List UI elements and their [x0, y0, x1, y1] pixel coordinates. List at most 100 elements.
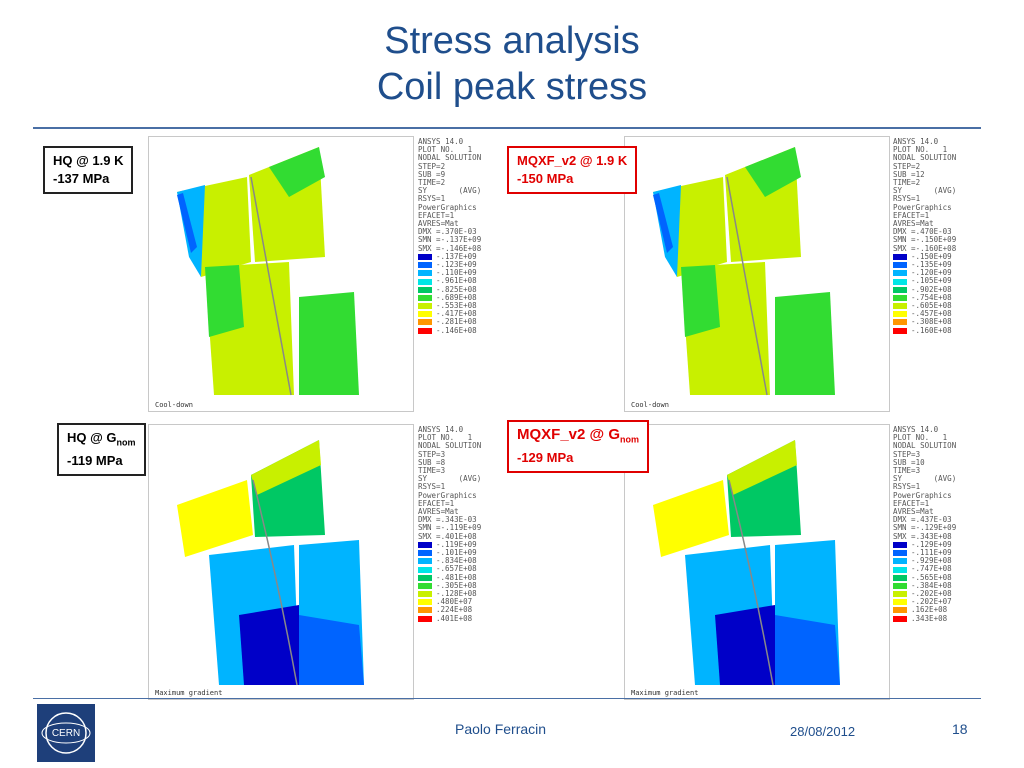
legend-header-line: RSYS=1 — [893, 194, 921, 204]
legend-header-line: SY (AVG) — [418, 474, 482, 484]
coil-block — [177, 480, 253, 557]
legend-header: ANSYS 14.0 PLOT NO. 1 NODAL SOLUTION STEP=3… — [893, 425, 957, 541]
legend-swatch — [893, 550, 907, 557]
legend-row: -.747E+08 — [893, 565, 956, 573]
legend-swatch — [418, 327, 432, 334]
legend-header-line: PLOT NO. 1 — [418, 433, 473, 443]
page-number: 18 — [952, 721, 968, 737]
legend-value: -.160E+08 — [911, 325, 952, 335]
legend-header-line: STEP=3 — [893, 449, 921, 459]
plot-panel-hq-gradient: Maximum gradient — [148, 424, 414, 700]
legend-header-line: EFACET=1 — [418, 210, 455, 220]
legend-swatch — [893, 319, 907, 326]
legend-header-line: SUB =8 — [418, 457, 446, 467]
legend-header-line: PowerGraphics — [893, 490, 952, 500]
legend-row: -.105E+09 — [893, 277, 956, 285]
footer-divider — [33, 698, 981, 699]
legend-value: -.754E+08 — [911, 292, 952, 302]
legend-value: -.747E+08 — [911, 564, 952, 574]
legend-row: -.689E+08 — [418, 292, 481, 302]
plot-caption: Cool-down — [631, 401, 669, 409]
stress-contour-plot — [177, 440, 364, 686]
legend-swatch — [418, 599, 432, 606]
legend-value: -.481E+08 — [436, 572, 477, 582]
legend-value: -.417E+08 — [436, 309, 477, 319]
legend-row: -.129E+09 — [893, 540, 956, 549]
legend-header-line: NODAL SOLUTION — [893, 441, 957, 451]
legend-swatch — [893, 253, 907, 260]
coil-block — [299, 292, 359, 395]
legend-value: -.120E+09 — [911, 268, 952, 278]
legend-row: .401E+08 — [418, 613, 481, 623]
legend-row: -.160E+08 — [893, 325, 956, 335]
legend-value: -.689E+08 — [436, 292, 477, 302]
legend-header-line: SMN =-.150E+09 — [893, 235, 957, 245]
legend-header-line: SMX =-.146E+08 — [418, 243, 482, 253]
plot-caption: Maximum gradient — [155, 689, 223, 697]
label-title: MQXF_v2 @ Gnom — [517, 426, 639, 449]
coil-zone — [239, 605, 299, 685]
coil-zone — [299, 615, 364, 685]
title-divider — [33, 127, 981, 129]
legend-value: .480E+07 — [436, 597, 473, 607]
label-mqxf-gradient: MQXF_v2 @ Gnom -129 MPa — [507, 420, 649, 473]
title-line-1: Stress analysis — [384, 20, 640, 62]
legend-row: -.111E+09 — [893, 548, 956, 557]
legend-value: .343E+08 — [911, 613, 948, 623]
legend-row: .480E+07 — [418, 597, 481, 607]
legend-value: -.929E+08 — [911, 556, 952, 566]
legend-swatch — [418, 550, 432, 557]
legend-row: -.929E+08 — [893, 557, 956, 565]
legend-value: -.105E+09 — [911, 276, 952, 286]
legend-header-line: SY (AVG) — [893, 186, 957, 196]
legend-value: -.123E+09 — [436, 260, 477, 270]
legend-header: ANSYS 14.0 PLOT NO. 1 NODAL SOLUTION STEP=3… — [418, 425, 482, 541]
legend-header-line: AVRES=Mat — [893, 507, 934, 517]
legend-header-line: DMX =.370E-03 — [418, 227, 477, 237]
pole-gap — [252, 479, 298, 686]
legend-row: -.137E+09 — [418, 252, 481, 261]
legend-header-line: SUB =12 — [893, 169, 925, 179]
legend-swatch — [893, 270, 907, 277]
legend-header-line: NODAL SOLUTION — [893, 153, 957, 163]
legend-row: -.146E+08 — [418, 326, 481, 335]
legend-row: -.110E+09 — [418, 269, 481, 277]
ansys-legend-hq-gradient: ANSYS 14.0 PLOT NO. 1 NODAL SOLUTION STEP=3… — [418, 425, 482, 623]
legend-header-line: RSYS=1 — [418, 482, 446, 492]
legend-row: -.308E+08 — [893, 318, 956, 326]
legend-swatch — [893, 303, 907, 310]
legend-swatch — [418, 262, 432, 269]
legend-header: ANSYS 14.0 PLOT NO. 1 NODAL SOLUTION STEP=2… — [418, 137, 482, 253]
legend-value: -.553E+08 — [436, 300, 477, 310]
legend-header-line: SMX =.401E+08 — [418, 531, 477, 541]
legend-swatch — [418, 294, 432, 301]
legend-swatch — [418, 311, 432, 318]
legend-header-line: PowerGraphics — [418, 202, 477, 212]
legend-header-line: ANSYS 14.0 — [893, 137, 939, 146]
legend-header-line: ANSYS 14.0 — [893, 425, 939, 434]
legend-swatch — [418, 607, 432, 614]
legend-swatch — [418, 270, 432, 277]
legend-row: -.123E+09 — [418, 260, 481, 270]
legend-swatch — [893, 591, 907, 598]
legend-value: -.135E+09 — [911, 260, 952, 270]
legend-value: -.202E+07 — [911, 597, 952, 607]
legend-value: -.110E+09 — [436, 268, 477, 278]
legend-row: -.128E+08 — [418, 589, 481, 598]
legend-header-line: RSYS=1 — [893, 482, 921, 492]
legend-row: -.825E+08 — [418, 285, 481, 294]
legend-value: -.605E+08 — [911, 300, 952, 310]
legend-swatch — [893, 599, 907, 606]
legend-swatch — [418, 286, 432, 293]
legend-value: .401E+08 — [436, 613, 473, 623]
stress-contour-plot — [653, 440, 840, 686]
legend-row: -.657E+08 — [418, 565, 481, 573]
legend-header-line: STEP=2 — [893, 161, 921, 171]
legend-header-line: TIME=2 — [893, 178, 921, 188]
title-line-2: Coil peak stress — [376, 66, 648, 108]
label-title: MQXF_v2 @ 1.9 K — [517, 153, 628, 168]
label-value: -129 MPa — [517, 449, 574, 465]
legend-swatch — [893, 294, 907, 301]
legend-row: -.457E+08 — [893, 309, 956, 318]
coil-zone — [715, 605, 775, 685]
